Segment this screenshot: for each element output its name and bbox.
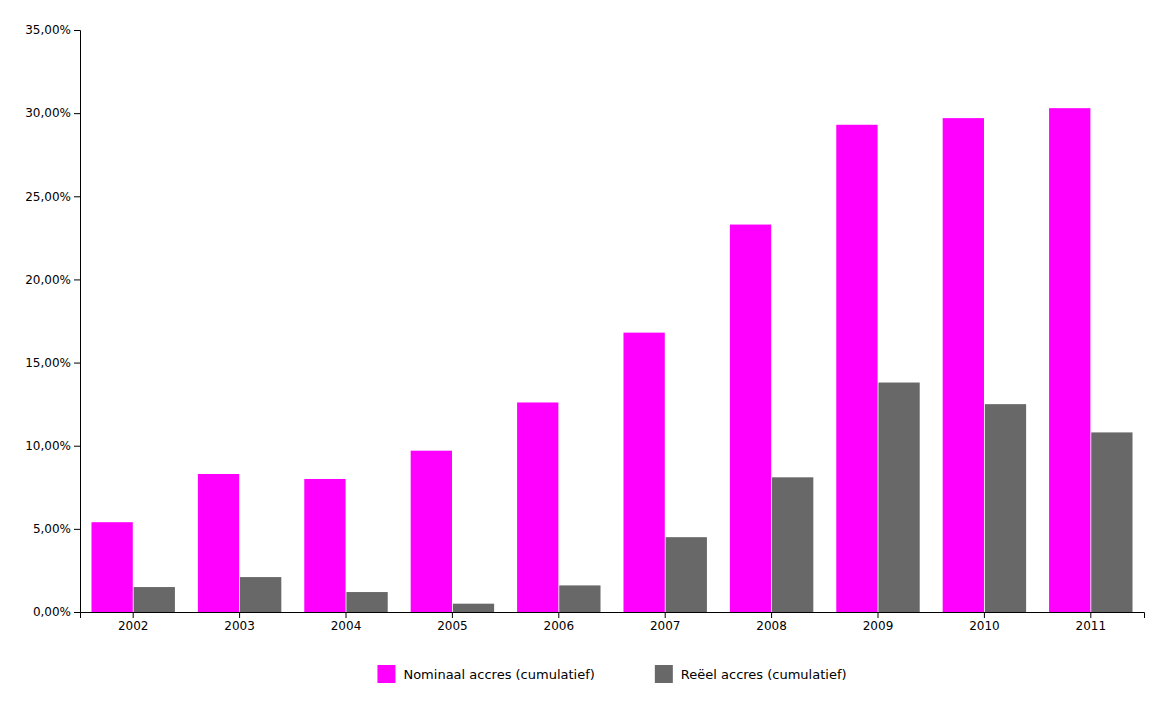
tick-label: 35,00% [25, 23, 71, 37]
tick: 2003 [224, 612, 255, 633]
bar [559, 585, 600, 612]
axis-line [81, 613, 1145, 619]
tick-label: 2009 [863, 619, 894, 633]
tick: 10,00% [25, 439, 80, 453]
tick: 2010 [969, 612, 1000, 633]
bar [453, 604, 494, 612]
bar [304, 479, 345, 612]
tick-label: 2004 [331, 619, 362, 633]
tick-label: 2006 [544, 619, 575, 633]
tick-label: 2003 [224, 619, 255, 633]
tick-label: 2005 [437, 619, 468, 633]
tick: 2002 [118, 612, 149, 633]
y-axis: 0,00% 5,00% 10,00% 15,00% 20,00% 25,00% 30,00%… [25, 23, 80, 619]
tick-label: 10,00% [25, 439, 71, 453]
legend-label: Reëel accres (cumulatief) [681, 667, 847, 682]
tick: 35,00% [25, 23, 80, 37]
tick-mark [452, 612, 453, 618]
plot-area: 0,00% 5,00% 10,00% 15,00% 20,00% 25,00% 30,00%… [25, 23, 1144, 632]
bar [772, 477, 813, 612]
tick: 25,00% [25, 190, 80, 204]
tick-label: 2010 [969, 619, 1000, 633]
tick-label: 25,00% [25, 190, 71, 204]
chart: 0,00% 5,00% 10,00% 15,00% 20,00% 25,00% 30,00%… [0, 0, 1174, 712]
bar [878, 383, 919, 612]
axis-line [74, 31, 81, 613]
tick-label: 15,00% [25, 356, 71, 370]
bar [1091, 432, 1132, 612]
bar [666, 537, 707, 612]
bar [623, 333, 664, 612]
legend-swatch [377, 665, 395, 683]
tick-mark [346, 612, 347, 618]
tick-label: 2007 [650, 619, 681, 633]
bar [985, 404, 1026, 612]
tick: 2008 [756, 612, 787, 633]
tick-mark [665, 612, 666, 618]
tick: 20,00% [25, 273, 80, 287]
x-axis: 2002 2003 2004 2005 2006 2007 2008 2009 2010 2011 [81, 612, 1145, 633]
tick: 2006 [544, 612, 575, 633]
bar [134, 587, 175, 612]
tick: 2007 [650, 612, 681, 633]
tick-mark [74, 446, 80, 447]
legend-label: Nominaal accres (cumulatief) [403, 667, 594, 682]
bar-series [134, 383, 1133, 612]
tick-mark [1090, 612, 1091, 618]
tick: 2004 [331, 612, 362, 633]
tick-label: 5,00% [33, 522, 71, 536]
legend-item: Nominaal accres (cumulatief) [377, 665, 594, 683]
tick: 2009 [863, 612, 894, 633]
tick-label: 30,00% [25, 106, 71, 120]
tick-mark [878, 612, 879, 618]
bar [91, 522, 132, 612]
tick-mark [74, 196, 80, 197]
tick-label: 20,00% [25, 273, 71, 287]
tick-mark [239, 612, 240, 618]
legend: Nominaal accres (cumulatief) Reëel accres… [377, 665, 846, 683]
tick-label: 2008 [756, 619, 787, 633]
tick: 2011 [1076, 612, 1107, 633]
tick-mark [74, 612, 80, 613]
bar [836, 125, 877, 612]
tick-label: 2002 [118, 619, 149, 633]
tick-mark [984, 612, 985, 618]
tick: 2005 [437, 612, 468, 633]
bar [198, 474, 239, 612]
tick-mark [558, 612, 559, 618]
tick: 5,00% [33, 522, 80, 536]
bar [943, 118, 984, 612]
tick-label: 0,00% [33, 605, 71, 619]
bar [1049, 108, 1090, 612]
tick-label: 2011 [1076, 619, 1107, 633]
bar [517, 402, 558, 612]
tick-mark [771, 612, 772, 618]
tick-mark [74, 113, 80, 114]
tick-mark [74, 30, 80, 31]
tick: 30,00% [25, 106, 80, 120]
legend-item: Reëel accres (cumulatief) [655, 665, 847, 683]
bar [730, 225, 771, 612]
bar [411, 451, 452, 612]
bar [240, 577, 281, 612]
bar [346, 592, 387, 612]
tick-mark [74, 279, 80, 280]
bars [91, 108, 1132, 612]
tick-mark [133, 612, 134, 618]
tick-mark [74, 363, 80, 364]
tick: 15,00% [25, 356, 80, 370]
tick: 0,00% [33, 605, 80, 619]
bar-series [91, 108, 1090, 612]
tick-mark [74, 529, 80, 530]
legend-swatch [655, 665, 673, 683]
